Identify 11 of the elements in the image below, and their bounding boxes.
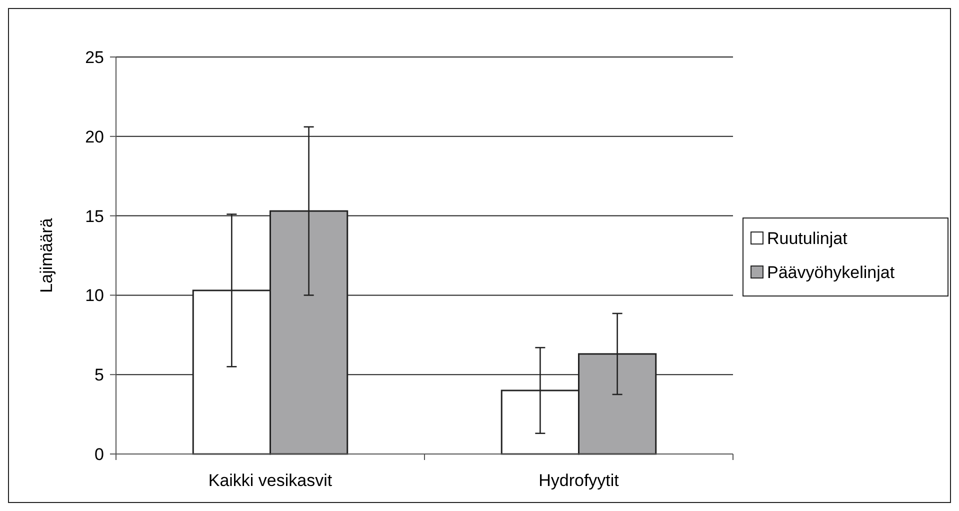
legend-label: Päävyöhykelinjat [767, 262, 895, 282]
y-axis-title: Lajimäärä [37, 218, 56, 293]
y-tick-label: 10 [85, 286, 104, 306]
y-tick-label: 15 [85, 206, 104, 226]
x-tick-label: Hydrofyytit [538, 471, 620, 490]
y-tick-label: 20 [85, 127, 104, 146]
y-tick-label: 0 [94, 444, 104, 464]
y-tick-label: 25 [85, 48, 104, 67]
x-tick-label: Kaikki vesikasvit [208, 471, 332, 490]
y-tick-label: 5 [94, 366, 104, 385]
legend-label: Ruutulinjat [767, 228, 848, 248]
